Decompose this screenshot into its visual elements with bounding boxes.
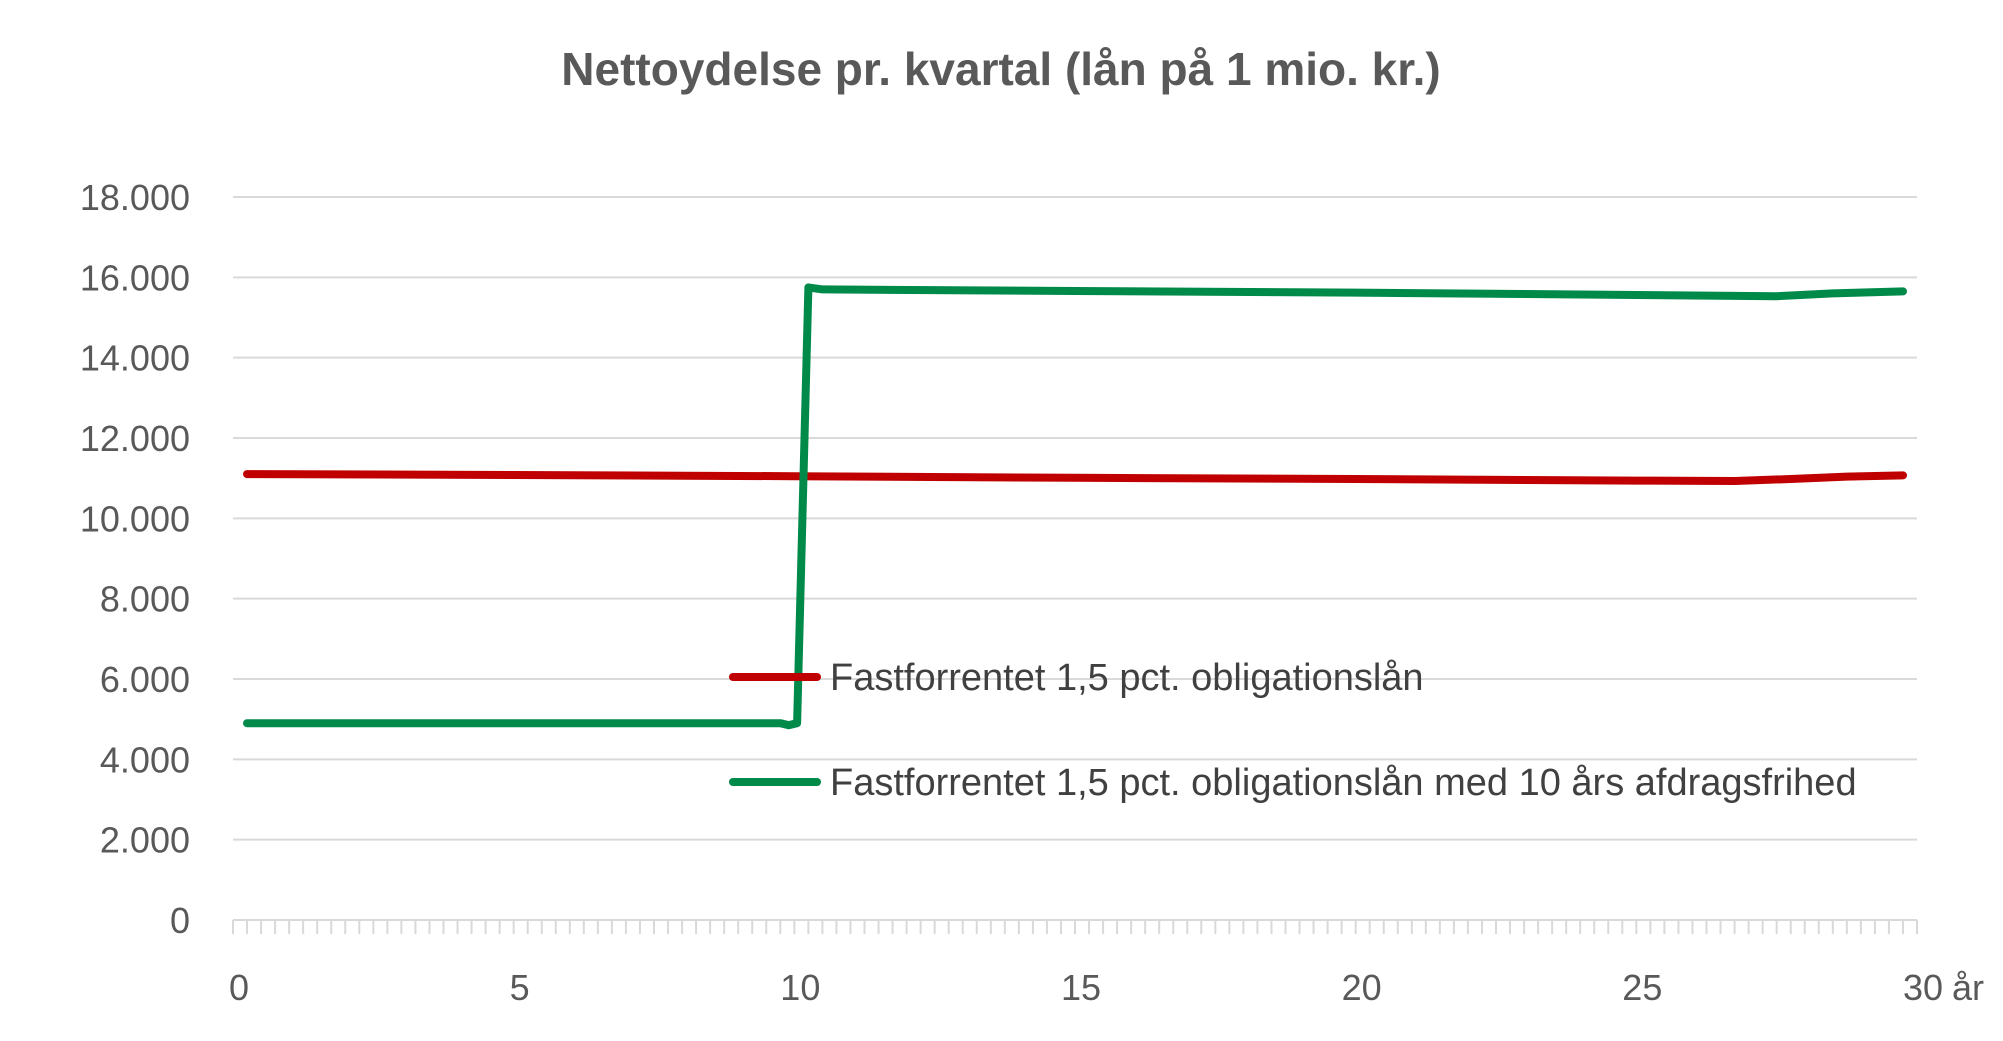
- y-tick-label: 18.000: [80, 177, 190, 218]
- x-axis-label: år: [1952, 967, 1984, 1008]
- series-line-1: [243, 470, 1907, 485]
- chart-title: Nettoydelse pr. kvartal (lån på 1 mio. k…: [561, 43, 1440, 95]
- x-tick-label: 15: [1061, 967, 1101, 1008]
- y-tick-label: 4.000: [100, 739, 190, 780]
- y-tick-label: 12.000: [80, 418, 190, 459]
- x-tick-label: 20: [1342, 967, 1382, 1008]
- gridlines: [233, 196, 1917, 841]
- x-tick-label: 10: [780, 967, 820, 1008]
- legend: Fastforrentet 1,5 pct. obligationslån Fas…: [729, 657, 1857, 804]
- y-tick-label: 0: [170, 900, 190, 941]
- y-tick-label: 6.000: [100, 659, 190, 700]
- x-axis-tick-labels: 0 5 10 15 20 25 30: [229, 967, 1943, 1008]
- series-line-2: [243, 283, 1907, 730]
- x-tick-label: 5: [510, 967, 530, 1008]
- x-tick-label: 0: [229, 967, 249, 1008]
- y-tick-label: 16.000: [80, 257, 190, 298]
- y-tick-label: 10.000: [80, 498, 190, 539]
- series-lines: [243, 283, 1907, 730]
- x-tick-label: 30: [1903, 967, 1943, 1008]
- y-tick-label: 8.000: [100, 579, 190, 620]
- x-tick-label: 25: [1622, 967, 1662, 1008]
- legend-label-1: Fastforrentet 1,5 pct. obligationslån: [830, 657, 1424, 699]
- x-axis: [232, 919, 1918, 934]
- legend-label-2: Fastforrentet 1,5 pct. obligationslån me…: [830, 762, 1857, 804]
- y-tick-label: 2.000: [100, 820, 190, 861]
- y-tick-label: 14.000: [80, 338, 190, 379]
- y-axis-tick-labels: 0 2.000 4.000 6.000 8.000 10.000 12.000 14.000 1…: [80, 177, 190, 941]
